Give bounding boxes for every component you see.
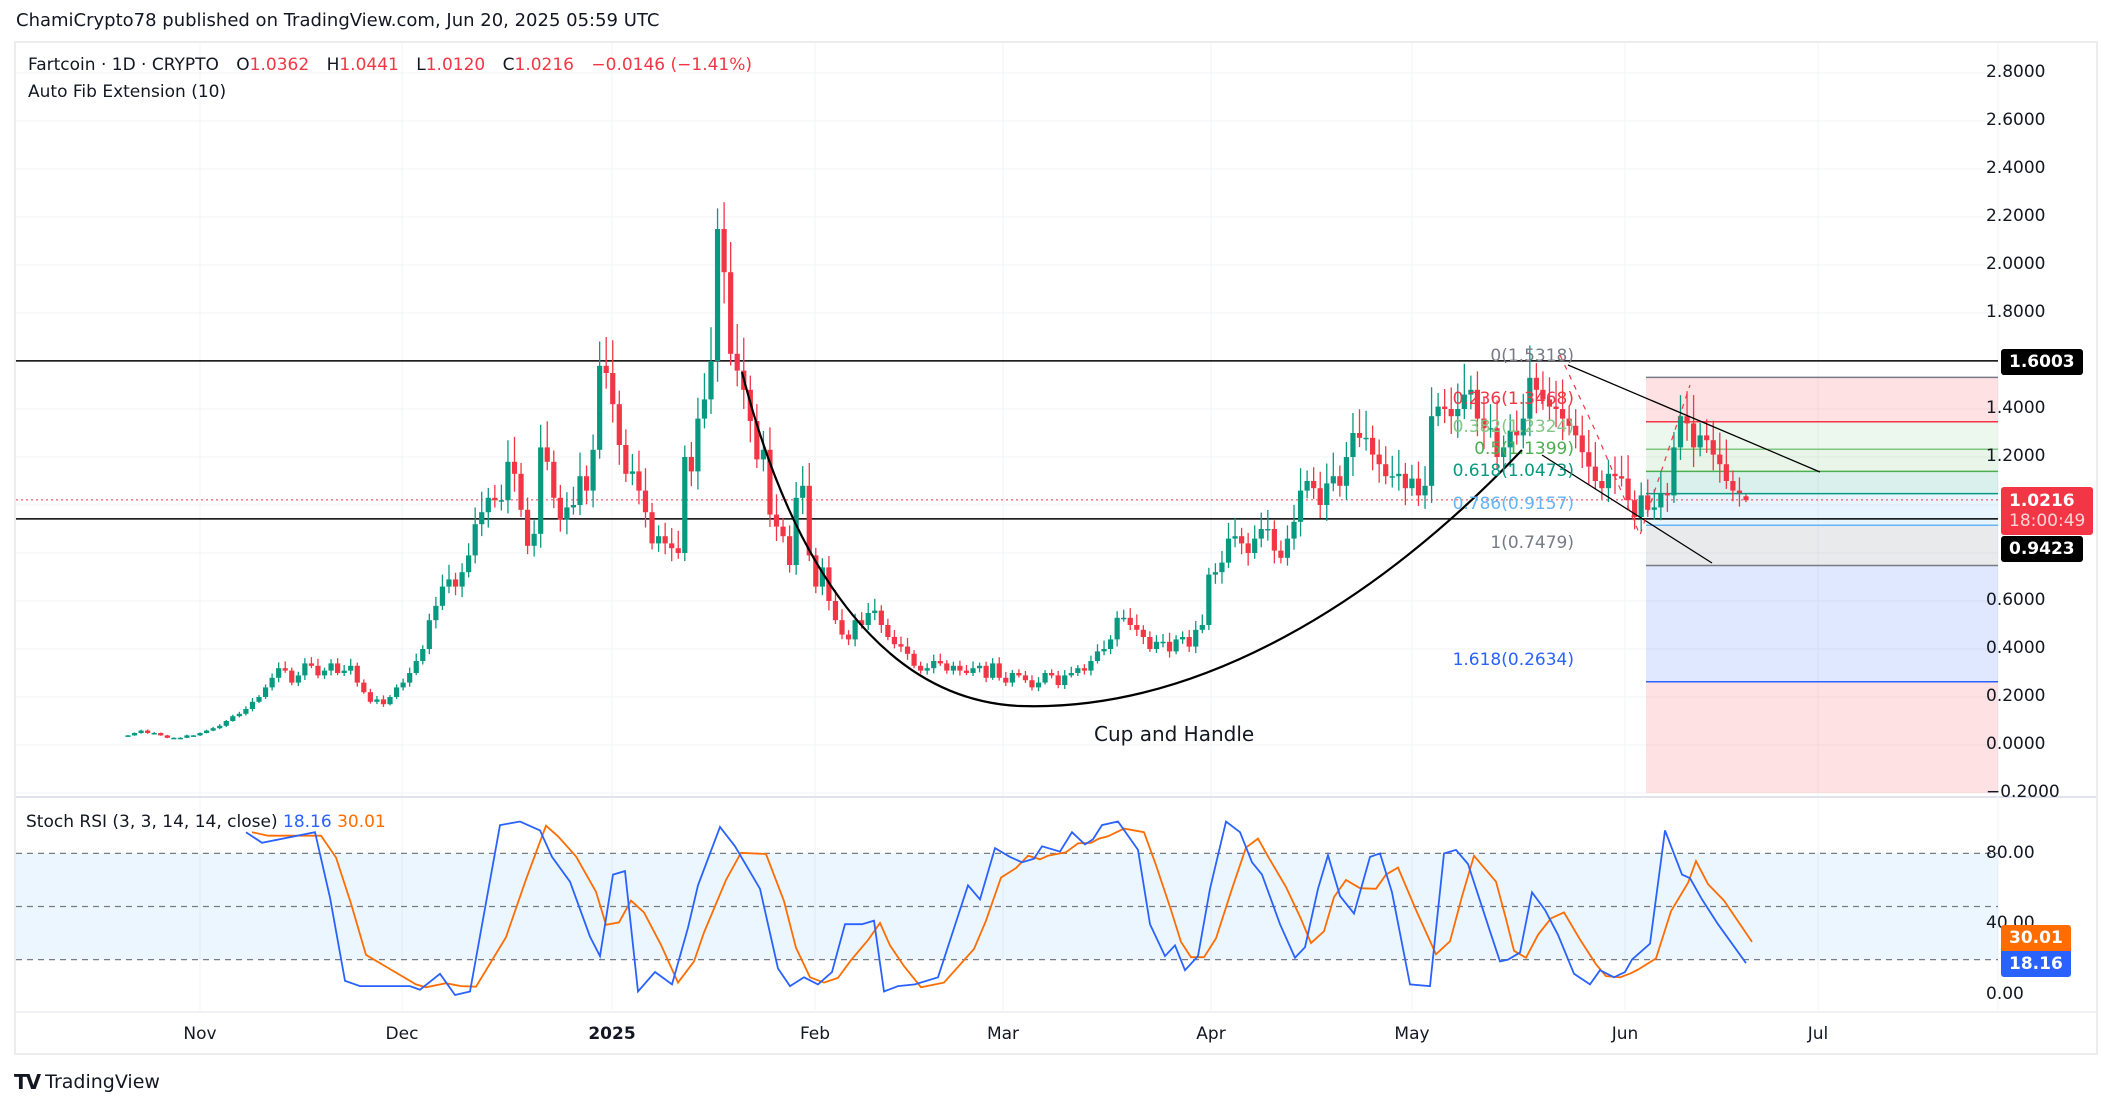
current-price-value: 1.0216 xyxy=(2009,491,2075,511)
fib-label-0: 0(1.5318) xyxy=(1490,346,1574,366)
stoch-rsi-legend[interactable]: Stoch RSI (3, 3, 14, 14, close) 18.16 30… xyxy=(26,812,386,832)
price-tick: −0.2000 xyxy=(1986,782,2060,802)
rsi-k-tag: 18.16 xyxy=(2001,951,2071,977)
cup-and-handle-annotation[interactable]: Cup and Handle xyxy=(1094,722,1255,746)
fib-label-0786: 0.786(0.9157) xyxy=(1452,494,1574,514)
rsi-tick: 0.00 xyxy=(1986,984,2024,1004)
fib-label-1: 1(0.7479) xyxy=(1490,533,1574,553)
fib-label-0382: 0.382(1.2324) xyxy=(1452,417,1574,437)
ohlc-row: Fartcoin · 1D · CRYPTO O1.0362 H1.0441 L… xyxy=(28,52,752,79)
price-tick: 0.2000 xyxy=(1986,686,2046,706)
rsi-tick: 80.00 xyxy=(1986,843,2035,863)
stoch-rsi-k-value: 18.16 xyxy=(283,812,332,832)
change-value: −0.0146 (−1.41%) xyxy=(591,55,753,75)
low-value: 1.0120 xyxy=(425,55,486,75)
fib-label-0236: 0.236(1.3468) xyxy=(1452,389,1574,409)
time-label: Dec xyxy=(385,1024,419,1044)
price-tick: 0.0000 xyxy=(1986,734,2046,754)
price-tick: 2.0000 xyxy=(1986,254,2046,274)
publisher-line: ChamiCrypto78 published on TradingView.c… xyxy=(16,10,660,31)
price-tick: 2.8000 xyxy=(1986,62,2046,82)
stoch-rsi-d-value: 30.01 xyxy=(337,812,386,832)
close-value: 1.0216 xyxy=(514,55,574,75)
price-tick: 0.4000 xyxy=(1986,638,2046,658)
tradingview-footer[interactable]: TV TradingView xyxy=(14,1070,160,1094)
resistance-price-tag: 1.6003 xyxy=(2001,349,2083,375)
high-value: 1.0441 xyxy=(339,55,399,75)
indicator-legend-fib[interactable]: Auto Fib Extension (10) xyxy=(28,82,227,102)
support-price-tag: 0.9423 xyxy=(2001,536,2083,562)
time-label: Jul xyxy=(1807,1024,1829,1044)
open-value: 1.0362 xyxy=(249,55,310,75)
price-tick: 2.6000 xyxy=(1986,110,2046,130)
high-label: H xyxy=(326,55,340,75)
rsi-d-tag: 30.01 xyxy=(2001,925,2071,951)
price-tick: 1.2000 xyxy=(1986,446,2046,466)
symbol-legend: Fartcoin · 1D · CRYPTO O1.0362 H1.0441 L… xyxy=(28,52,752,106)
fib-label-05: 0.5(1.1399) xyxy=(1474,439,1574,459)
price-tick: 1.4000 xyxy=(1986,398,2046,418)
symbol-name[interactable]: Fartcoin · 1D · CRYPTO xyxy=(28,55,219,75)
price-tick: 1.8000 xyxy=(1986,302,2046,322)
time-label: Mar xyxy=(986,1024,1020,1044)
time-label: May xyxy=(1394,1024,1430,1044)
chart-frame xyxy=(14,41,2098,1055)
open-label: O xyxy=(236,55,250,75)
time-label: Feb xyxy=(799,1024,831,1044)
low-label: L xyxy=(416,55,426,75)
bar-countdown: 18:00:49 xyxy=(2009,511,2086,531)
stoch-rsi-title: Stoch RSI (3, 3, 14, 14, close) xyxy=(26,812,278,832)
fib-label-1618: 1.618(0.2634) xyxy=(1452,650,1574,670)
fib-label-0618: 0.618(1.0473) xyxy=(1452,461,1574,481)
time-label: Apr xyxy=(1196,1024,1226,1044)
tradingview-brand: TradingView xyxy=(45,1071,160,1093)
close-label: C xyxy=(502,55,515,75)
price-tick: 2.2000 xyxy=(1986,206,2046,226)
price-tick: 0.6000 xyxy=(1986,590,2046,610)
tradingview-logo-icon: TV xyxy=(14,1070,41,1094)
current-price-tag: 1.0216 18:00:49 xyxy=(2001,487,2094,535)
time-label: 2025 xyxy=(588,1024,636,1044)
time-label: Jun xyxy=(1611,1024,1639,1044)
price-tick: 2.4000 xyxy=(1986,158,2046,178)
time-label: Nov xyxy=(183,1024,217,1044)
